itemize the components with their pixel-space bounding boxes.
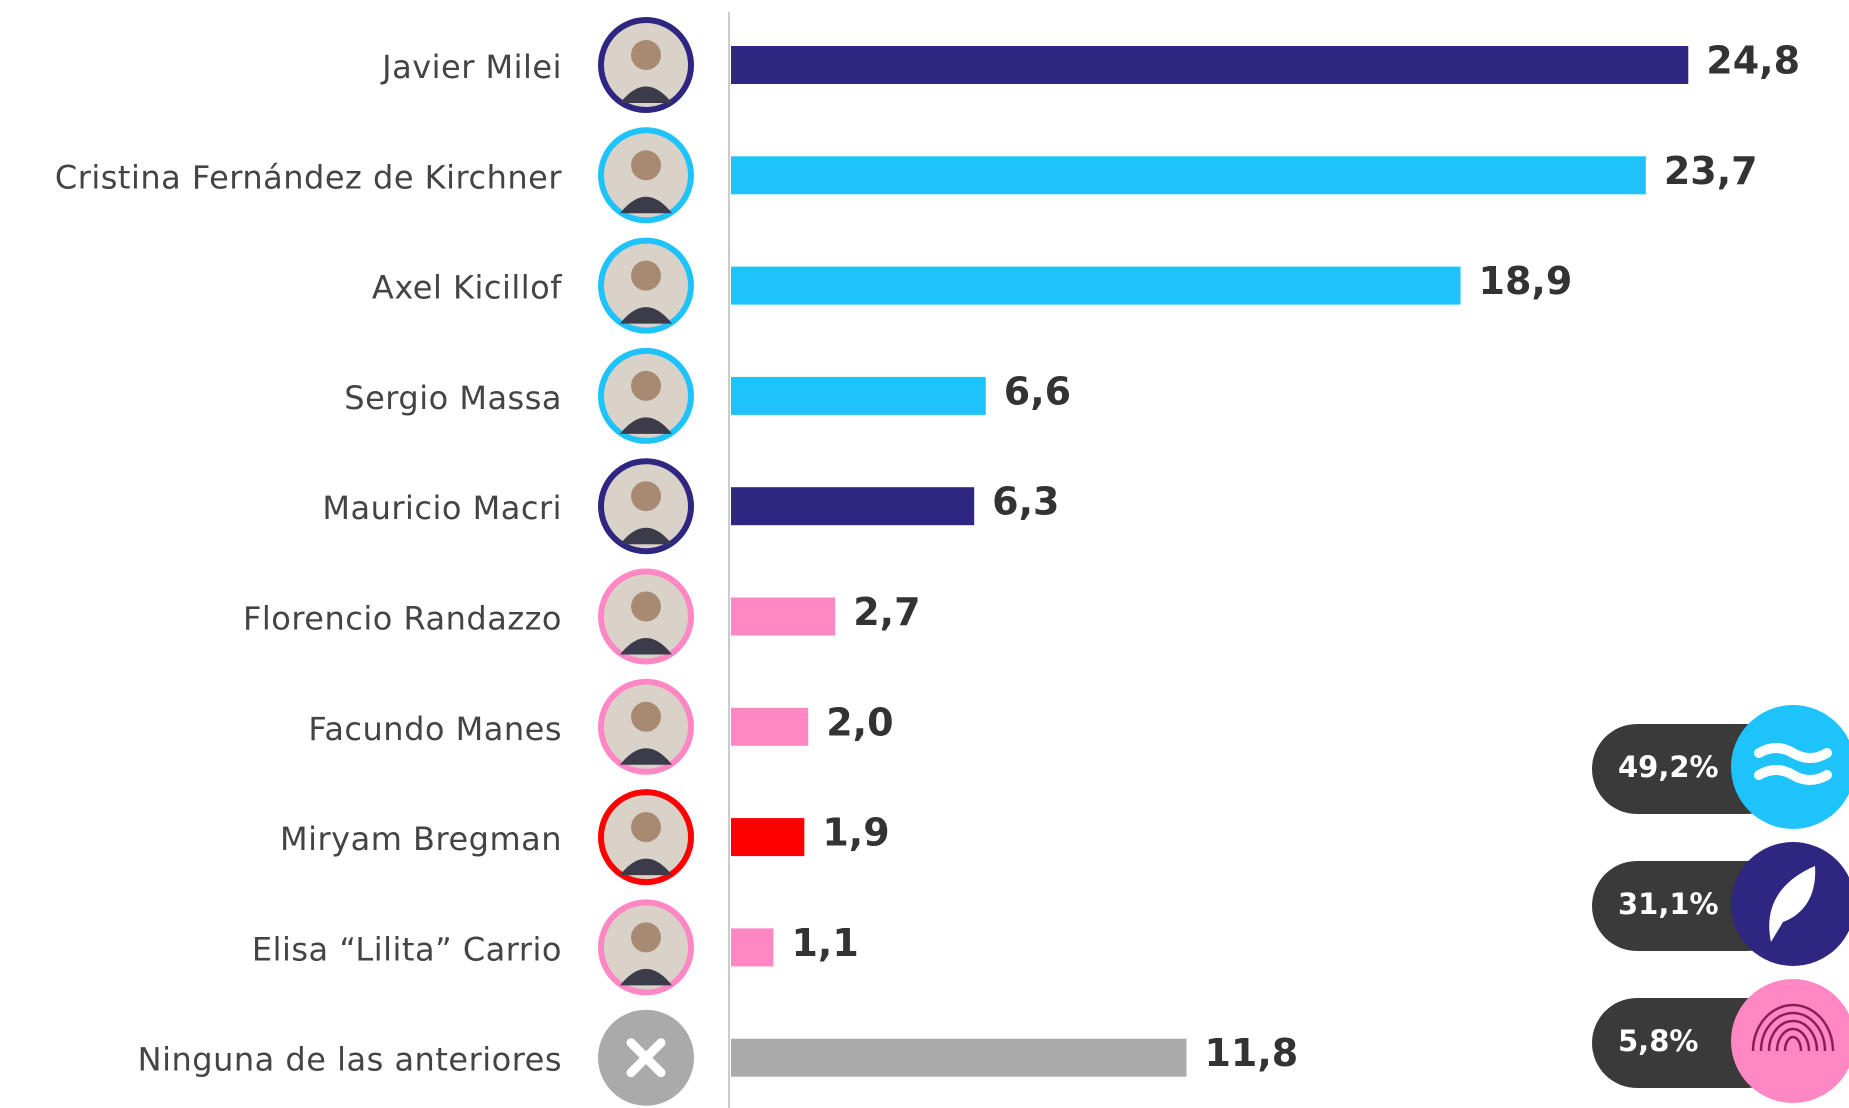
value-label: 23,7 [1664,149,1758,193]
badge-label: 49,2% [1618,750,1719,784]
avatar-body [620,527,672,545]
avatar-body [620,638,672,655]
badge-icon [1769,866,1816,942]
category-label: Mauricio Macri [322,489,562,527]
avatar-body [620,196,672,214]
avatar-head [631,591,661,622]
category-label: Axel Kicillof [372,269,562,307]
category-label: Elisa “Lilita” Carrio [252,930,562,968]
avatar-body [620,968,672,986]
avatar-body [620,417,672,434]
bar [731,156,1646,195]
avatar-head [631,370,661,401]
category-label: Florencio Randazzo [243,600,562,638]
value-label: 1,1 [791,921,858,965]
bar [731,707,809,746]
bar [731,266,1461,305]
value-label: 2,0 [826,700,893,744]
badge-icon [1775,1027,1811,1052]
avatar-head [631,701,661,732]
bar [731,597,836,636]
avatar-x-icon [626,1038,666,1078]
badge-icon [1759,1011,1827,1052]
category-label: Javier Milei [380,48,562,86]
category-label: Miryam Bregman [280,820,562,858]
avatar-head [631,481,661,512]
badge-icon [1783,1035,1803,1052]
avatar-body [620,748,672,765]
badge-icon [1754,743,1832,785]
avatar-head [631,260,661,291]
badge-icon [1767,1019,1819,1052]
value-label: 18,9 [1479,259,1573,303]
avatar-head [631,812,661,843]
value-label: 6,3 [992,480,1059,524]
avatar-head [631,922,661,953]
avatar-body [620,86,672,103]
avatar-head [631,40,661,70]
avatar-head [631,150,661,181]
bar [731,818,805,857]
value-label: 6,6 [1004,369,1071,413]
avatar-body [620,858,672,876]
category-label: Sergio Massa [344,379,562,417]
badge-label: 5,8% [1618,1024,1698,1058]
value-label: 24,8 [1706,39,1800,83]
value-label: 1,9 [822,811,889,855]
bar [731,928,774,967]
badge-label: 31,1% [1618,887,1719,921]
category-label: Ninguna de las anteriores [138,1041,562,1079]
value-label: 2,7 [853,590,920,634]
avatar-body [620,307,672,324]
bar [731,1038,1187,1077]
bar [731,487,975,526]
badge-circle [1731,979,1849,1103]
value-label: 11,8 [1204,1031,1298,1075]
bar [731,46,1689,84]
category-label: Cristina Fernández de Kirchner [55,158,562,196]
badge-circle [1731,705,1849,829]
category-label: Facundo Manes [308,710,562,748]
bar [731,376,986,415]
badge-icon [1751,1003,1835,1052]
